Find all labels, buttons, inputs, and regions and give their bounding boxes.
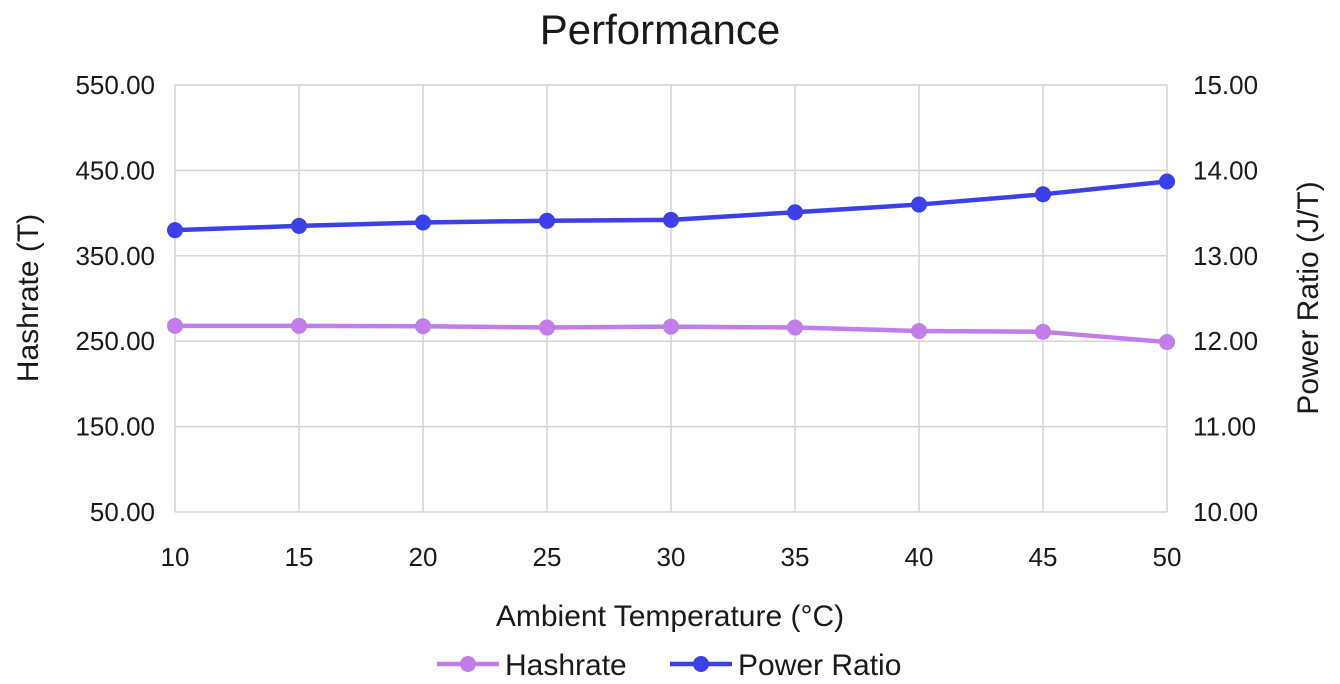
power-ratio-point	[911, 196, 927, 213]
y2-tick-label: 14.00	[1193, 155, 1258, 185]
grid-lines	[174, 84, 1168, 513]
y-tick-label: 250.00	[75, 326, 155, 356]
hashrate-point	[415, 318, 431, 335]
power-ratio-point	[663, 211, 679, 228]
x-axis-title: Ambient Temperature (°C)	[496, 600, 844, 633]
y-tick-label: 150.00	[75, 412, 155, 442]
y2-tick-label: 15.00	[1193, 70, 1258, 100]
legend: Hashrate Power Ratio	[437, 649, 901, 682]
power-ratio-point	[1159, 173, 1175, 190]
power-ratio-legend-swatch-marker	[693, 656, 709, 672]
hashrate-point	[167, 317, 183, 334]
hashrate-point	[911, 322, 927, 339]
axis-tick-labels: 50.00 150.00 250.00 350.00 450.00 550.00 10.00…	[75, 70, 1258, 572]
power-ratio-point	[787, 204, 803, 221]
y-axis-title: Hashrate (T)	[12, 214, 45, 382]
x-tick-label: 30	[657, 542, 686, 572]
chart-title: Performance	[540, 6, 780, 53]
power-ratio-point	[167, 222, 183, 239]
y2-tick-label: 12.00	[1193, 326, 1258, 356]
x-tick-label: 35	[781, 542, 810, 572]
series-lines	[167, 173, 1175, 351]
y2-tick-label: 10.00	[1193, 497, 1258, 527]
hashrate-point	[1159, 334, 1175, 351]
y-tick-label: 550.00	[75, 70, 155, 100]
x-tick-label: 25	[533, 542, 562, 572]
power-ratio-point	[539, 212, 555, 229]
power-ratio-point	[1035, 186, 1051, 203]
y-tick-label: 50.00	[90, 497, 155, 527]
y-tick-label: 450.00	[75, 155, 155, 185]
x-tick-label: 45	[1029, 542, 1058, 572]
y-tick-label: 350.00	[75, 241, 155, 271]
power-ratio-legend-label: Power Ratio	[738, 649, 901, 682]
hashrate-legend-label: Hashrate	[505, 649, 627, 682]
x-tick-label: 50	[1153, 542, 1182, 572]
hashrate-point	[787, 319, 803, 336]
hashrate-legend-swatch-marker	[460, 656, 476, 672]
x-tick-label: 15	[285, 542, 314, 572]
hashrate-point	[1035, 323, 1051, 340]
y2-tick-label: 13.00	[1193, 241, 1258, 271]
power-ratio-point	[291, 217, 307, 234]
x-tick-label: 40	[905, 542, 934, 572]
power-ratio-point	[415, 214, 431, 231]
x-tick-label: 20	[409, 542, 438, 572]
y2-axis-title: Power Ratio (J/T)	[1292, 181, 1325, 414]
hashrate-point	[663, 318, 679, 335]
hashrate-point	[291, 317, 307, 334]
x-tick-label: 10	[161, 542, 190, 572]
hashrate-point	[539, 319, 555, 336]
y2-tick-label: 11.00	[1193, 412, 1256, 442]
